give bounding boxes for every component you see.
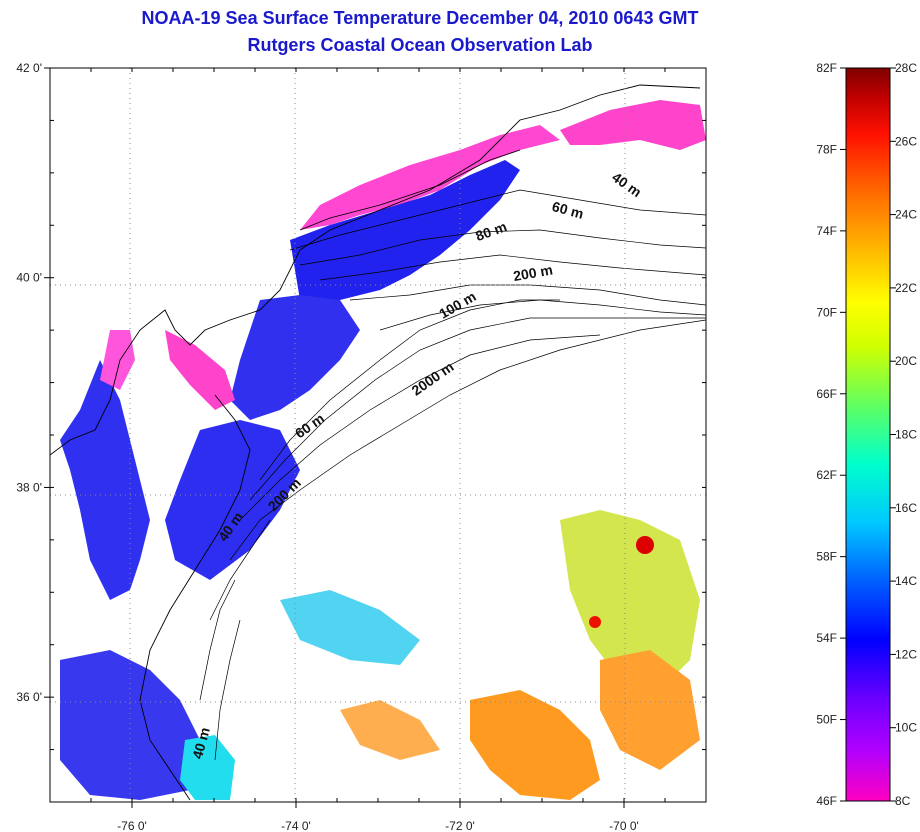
colorbar-label-f: 66F xyxy=(816,387,837,401)
colorbar-label-f: 50F xyxy=(816,713,837,727)
nj-shelf-sst xyxy=(230,295,360,420)
colorbar: 82F 78F 74F 70F 66F 62F 58F 54F 50F 46F 28C 26C 24C 2… xyxy=(816,61,917,808)
colorbar-label-c: 20C xyxy=(895,354,917,368)
gulf-stream-e2-sst xyxy=(600,650,700,770)
colorbar-label-c: 8C xyxy=(895,794,911,808)
colorbar-label-c: 18C xyxy=(895,428,917,442)
contour-label: 60 m xyxy=(550,198,585,222)
colorbar-label-f: 46F xyxy=(816,794,837,808)
long-island-sound-sst xyxy=(300,125,560,230)
colorbar-label-f: 82F xyxy=(816,61,837,75)
y-tick-label: 42 0' xyxy=(16,61,42,75)
x-tick-label: -70 0' xyxy=(609,819,639,832)
colorbar-label-c: 12C xyxy=(895,647,917,661)
colorbar-label-c: 14C xyxy=(895,574,917,588)
colorbar-label-f: 70F xyxy=(816,305,837,319)
chart-subtitle: Rutgers Coastal Ocean Observation Lab xyxy=(247,35,593,55)
colorbar-gradient xyxy=(845,67,891,802)
colorbar-label-f: 54F xyxy=(816,631,837,645)
mid-offshore-sst xyxy=(340,700,440,760)
slope-water-sst xyxy=(280,590,420,665)
sst-offshore-water xyxy=(280,510,700,800)
x-tick-label: -72 0' xyxy=(445,819,475,832)
colorbar-label-f: 78F xyxy=(816,142,837,156)
ri-shelf-sst xyxy=(560,100,706,150)
chart-title: NOAA-19 Sea Surface Temperature December… xyxy=(141,8,699,28)
virginia-shelf-sst xyxy=(165,420,300,580)
colorbar-label-f: 58F xyxy=(816,550,837,564)
colorbar-label-f: 74F xyxy=(816,224,837,238)
offshore-ny-sst xyxy=(290,160,520,300)
y-tick-label: 40 0' xyxy=(16,271,42,285)
coastline xyxy=(50,84,701,801)
contour-label: 40 m xyxy=(189,726,213,761)
colorbar-label-f: 62F xyxy=(816,468,837,482)
y-tick-label: 38 0' xyxy=(16,480,42,494)
contour-label: 200 m xyxy=(512,261,554,284)
axes: -76 0' -74 0' -72 0' -70 0' 42 0' 40 0' 38 0' 3… xyxy=(16,61,707,832)
colorbar-label-c: 28C xyxy=(895,61,917,75)
gulf-stream-e-sst xyxy=(560,510,700,690)
delaware-bay-sst xyxy=(165,330,235,410)
x-tick-label: -76 0' xyxy=(117,819,147,832)
chesapeake-north-sst xyxy=(100,330,135,390)
x-tick-label: -74 0' xyxy=(281,819,311,832)
outer-banks-sst xyxy=(180,735,235,800)
colorbar-label-c: 24C xyxy=(895,208,917,222)
warm-eddy-sst xyxy=(636,536,654,554)
chesapeake-bay-sst xyxy=(60,360,150,600)
colorbar-label-c: 16C xyxy=(895,501,917,515)
warm-spot-sst xyxy=(589,616,601,628)
y-tick-label: 36 0' xyxy=(16,690,42,704)
colorbar-label-c: 22C xyxy=(895,281,917,295)
gulf-stream-se-sst xyxy=(470,690,600,800)
colorbar-label-c: 26C xyxy=(895,134,917,148)
colorbar-label-c: 10C xyxy=(895,721,917,735)
